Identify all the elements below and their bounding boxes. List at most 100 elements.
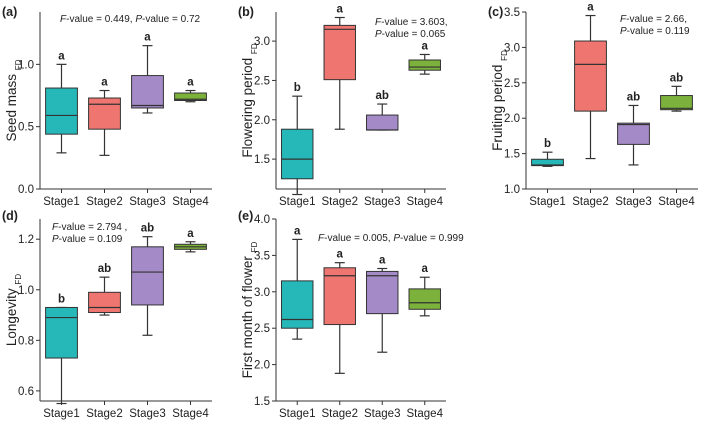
significance-letter: ab bbox=[670, 72, 683, 84]
y-tick-label: 1.5 bbox=[504, 149, 520, 161]
panel-label: (a) bbox=[2, 5, 17, 19]
significance-letter: a bbox=[422, 40, 429, 52]
panel-label: (c) bbox=[488, 5, 503, 19]
significance-letter: a bbox=[187, 77, 194, 89]
x-tick-label: Stage2 bbox=[86, 408, 122, 420]
y-tick-label: 1.0 bbox=[18, 285, 34, 297]
box-stage4 bbox=[660, 95, 693, 111]
x-tick-label: Stage1 bbox=[529, 196, 565, 208]
box-stage4 bbox=[174, 92, 207, 101]
box-stage3 bbox=[617, 122, 650, 145]
x-tick-label: Stage4 bbox=[407, 408, 444, 420]
significance-letter: a bbox=[379, 255, 386, 267]
box-stage1 bbox=[45, 306, 78, 359]
box-stage3 bbox=[131, 246, 164, 306]
x-tick-label: Stage4 bbox=[407, 196, 444, 208]
y-axis-label: First month of flower FD bbox=[240, 241, 259, 378]
y-tick-label: 3.0 bbox=[504, 42, 520, 54]
stat-text: F-value = 2.66, bbox=[620, 14, 687, 25]
significance-letter: a bbox=[58, 50, 65, 62]
significance-letter: ab bbox=[141, 223, 154, 235]
y-axis-label: Flowering period FD bbox=[240, 43, 259, 157]
box-stage1 bbox=[531, 158, 564, 167]
panel-label: (e) bbox=[238, 209, 253, 223]
y-tick-label: 1.5 bbox=[254, 154, 270, 166]
panel-e: 1.5 2.0 2.5 3.0 3.5 4.0 First month of flower … bbox=[238, 209, 464, 420]
y-axis-label: Fruiting period FD bbox=[490, 50, 509, 151]
x-tick-label: Stage2 bbox=[572, 196, 608, 208]
significance-letter: a bbox=[422, 263, 429, 275]
x-tick-label: Stage3 bbox=[129, 408, 165, 420]
y-tick-label: 3.0 bbox=[254, 36, 270, 48]
x-tick-label: Stage4 bbox=[658, 196, 695, 208]
significance-letter: a bbox=[337, 249, 344, 261]
box-stage2 bbox=[323, 267, 356, 326]
box-stage2 bbox=[323, 24, 356, 81]
x-tick-label: Stage3 bbox=[129, 196, 165, 208]
significance-letter: a bbox=[144, 32, 151, 44]
x-tick-label: Stage2 bbox=[322, 408, 358, 420]
y-tick-label: 4.0 bbox=[254, 214, 270, 226]
significance-letter: a bbox=[587, 2, 594, 14]
box-stage4 bbox=[408, 288, 441, 310]
panel-label: (d) bbox=[2, 209, 18, 223]
y-tick-label: 1.0 bbox=[18, 59, 34, 71]
x-tick-label: Stage1 bbox=[279, 408, 315, 420]
y-tick-label: 0.8 bbox=[18, 335, 34, 347]
y-tick-label: 2.0 bbox=[254, 360, 270, 372]
y-tick-label: 1.0 bbox=[504, 184, 520, 196]
significance-letter: b bbox=[544, 138, 551, 150]
y-tick-label: 2.5 bbox=[504, 78, 520, 90]
box-stage3 bbox=[366, 270, 399, 315]
x-tick-label: Stage4 bbox=[172, 408, 209, 420]
x-tick-label: Stage2 bbox=[86, 196, 122, 208]
stat-text: F-value = 3.603, bbox=[375, 17, 448, 28]
y-axis-label: Longevity FD bbox=[4, 274, 23, 346]
y-tick-label: 0.5 bbox=[18, 122, 34, 134]
box-stage1 bbox=[281, 128, 314, 180]
significance-letter: a bbox=[337, 4, 344, 16]
x-tick-label: Stage3 bbox=[615, 196, 651, 208]
x-tick-label: Stage3 bbox=[364, 408, 400, 420]
panel-d: 0.6 0.8 1.0 1.2 Longevity FD (d) F-value = 2.7… bbox=[2, 209, 212, 420]
y-tick-label: 2.0 bbox=[254, 115, 270, 127]
x-tick-label: Stage1 bbox=[43, 408, 79, 420]
x-tick-label: Stage3 bbox=[364, 196, 400, 208]
y-tick-label: 3.5 bbox=[504, 7, 520, 19]
y-tick-label: 0.0 bbox=[18, 184, 34, 196]
box-stage3 bbox=[366, 114, 399, 131]
x-tick-label: Stage1 bbox=[43, 196, 79, 208]
x-tick-label: Stage2 bbox=[322, 196, 358, 208]
stat-text-p: P-value = 0.119 bbox=[620, 26, 690, 37]
significance-letter: b bbox=[58, 293, 65, 305]
significance-letter: ab bbox=[627, 91, 640, 103]
y-tick-label: 3.0 bbox=[254, 287, 270, 299]
stat-text: F-value = 0.449, P-value = 0.72 bbox=[60, 14, 201, 25]
significance-letter: a bbox=[294, 225, 301, 237]
significance-letter: a bbox=[101, 77, 108, 89]
stat-text-p: P-value = 0.109 bbox=[52, 234, 123, 245]
box-stage2 bbox=[574, 40, 607, 112]
stat-text: F-value = 0.005, P-value = 0.999 bbox=[318, 233, 464, 244]
box-stage2 bbox=[88, 291, 121, 314]
significance-letter: ab bbox=[376, 90, 389, 102]
y-tick-label: 1.2 bbox=[18, 234, 34, 246]
y-tick-label: 2.5 bbox=[254, 75, 270, 87]
y-tick-label: 1.5 bbox=[254, 396, 270, 408]
box-stage4 bbox=[408, 59, 441, 71]
stat-text-p: P-value = 0.065 bbox=[375, 29, 446, 40]
y-tick-label: 3.5 bbox=[254, 250, 270, 262]
box-stage1 bbox=[281, 280, 314, 329]
y-axis-label: Seed mass FD bbox=[4, 59, 23, 141]
stat-text: F-value = 2.794 , bbox=[52, 222, 127, 233]
box-stage2 bbox=[88, 97, 121, 130]
panel-label: (b) bbox=[238, 5, 254, 19]
significance-letter: a bbox=[187, 228, 194, 240]
box-stage1 bbox=[45, 87, 78, 135]
significance-letter: ab bbox=[98, 263, 111, 275]
box-stage3 bbox=[131, 75, 164, 109]
significance-letter: b bbox=[294, 82, 301, 94]
